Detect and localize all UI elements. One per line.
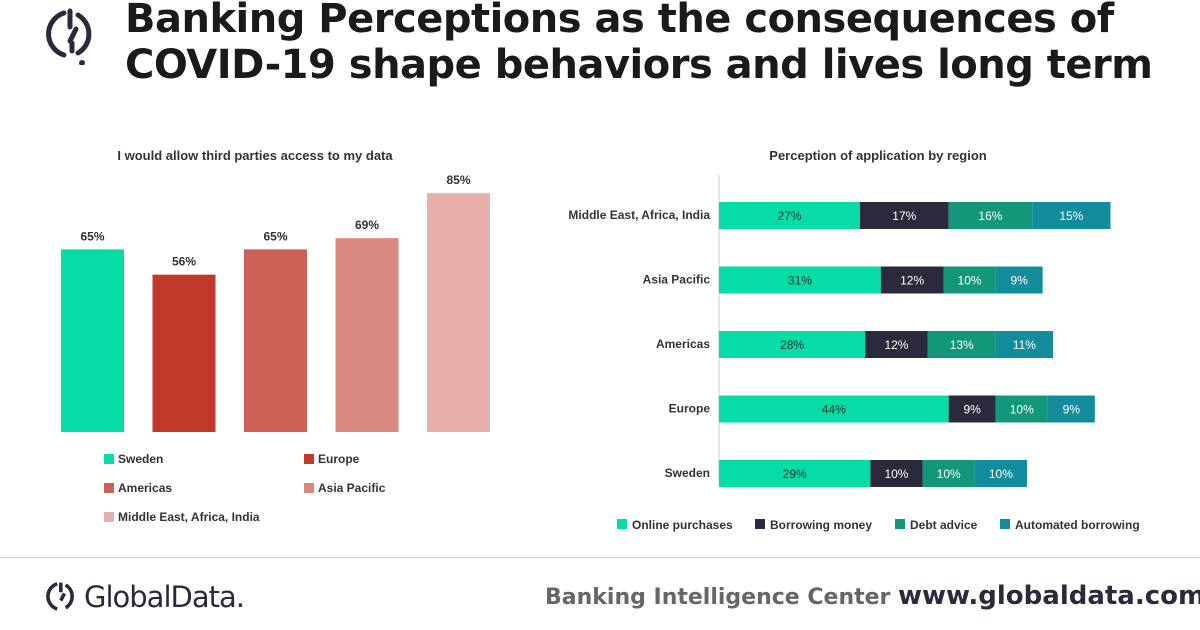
category-label: Sweden bbox=[665, 466, 710, 480]
segment-label: 10% bbox=[989, 467, 1013, 481]
data-label: 65% bbox=[80, 229, 104, 243]
segment-label: 44% bbox=[822, 403, 846, 417]
third-party-access-chart: I would allow third parties access to my… bbox=[61, 148, 490, 524]
segment-automated-borrowing bbox=[974, 460, 1027, 487]
page-title: Banking Perceptions as the consequences … bbox=[125, 0, 1153, 88]
segment-label: 10% bbox=[937, 467, 961, 481]
legend-label: Sweden bbox=[118, 452, 163, 466]
segment-label: 16% bbox=[978, 209, 1002, 223]
segment-label: 10% bbox=[1010, 403, 1034, 417]
footer-brand: GlobalData. bbox=[84, 580, 245, 614]
segment-label: 13% bbox=[950, 338, 974, 352]
title-line-2: COVID-19 shape behaviors and lives long … bbox=[125, 42, 1153, 88]
perception-by-region-chart: Perception of application by region Middl… bbox=[568, 148, 1140, 532]
segment-online-purchases bbox=[719, 266, 881, 294]
footer-divider bbox=[0, 557, 1200, 558]
segment-borrowing-money bbox=[870, 460, 923, 487]
data-label: 56% bbox=[172, 255, 196, 269]
category-label: Americas bbox=[656, 337, 710, 351]
segment-borrowing-money bbox=[948, 395, 996, 423]
category-label: Middle East, Africa, India bbox=[568, 208, 710, 222]
globaldata-logo-icon bbox=[46, 8, 92, 65]
legend-swatch bbox=[755, 519, 765, 529]
segment-label: 27% bbox=[777, 209, 801, 223]
segment-label: 10% bbox=[958, 274, 982, 288]
segment-debt-advice bbox=[943, 266, 996, 294]
chart-title: Perception of application by region bbox=[769, 148, 986, 163]
legend-label: Automated borrowing bbox=[1015, 518, 1140, 532]
legend-swatch bbox=[304, 483, 314, 493]
segment-automated-borrowing bbox=[995, 331, 1054, 358]
segment-borrowing-money bbox=[859, 202, 949, 229]
chart-title: I would allow third parties access to my… bbox=[117, 148, 393, 163]
segment-label: 9% bbox=[1010, 274, 1028, 288]
segment-label: 9% bbox=[963, 403, 981, 417]
globaldata-footer-logo-icon bbox=[46, 582, 74, 611]
bar-americas bbox=[244, 249, 307, 432]
segment-automated-borrowing bbox=[1047, 395, 1095, 423]
bar-middle-east-africa-india bbox=[427, 193, 490, 432]
segment-online-purchases bbox=[719, 331, 866, 358]
segment-label: 17% bbox=[892, 209, 916, 223]
segment-online-purchases bbox=[719, 202, 860, 229]
segment-borrowing-money bbox=[880, 266, 944, 294]
footer-center-label: Banking Intelligence Center bbox=[545, 585, 891, 610]
segment-automated-borrowing bbox=[995, 266, 1043, 294]
segment-label: 28% bbox=[780, 338, 804, 352]
legend-swatch bbox=[617, 519, 627, 529]
legend-label: Europe bbox=[318, 452, 360, 466]
bar-europe bbox=[152, 274, 216, 432]
data-label: 65% bbox=[263, 229, 287, 243]
segment-label: 12% bbox=[900, 274, 924, 288]
segment-online-purchases bbox=[719, 460, 871, 487]
segment-automated-borrowing bbox=[1032, 202, 1111, 229]
segment-debt-advice bbox=[922, 460, 975, 487]
segment-label: 29% bbox=[783, 467, 807, 481]
segment-label: 15% bbox=[1059, 209, 1083, 223]
segment-debt-advice bbox=[948, 202, 1033, 229]
legend-label: Debt advice bbox=[910, 518, 978, 532]
segment-label: 31% bbox=[788, 274, 812, 288]
legend-label: Borrowing money bbox=[770, 518, 872, 532]
legend-label: Online purchases bbox=[632, 518, 733, 532]
segment-label: 12% bbox=[884, 338, 908, 352]
legend-swatch bbox=[304, 454, 314, 464]
legend-label: Middle East, Africa, India bbox=[118, 510, 260, 524]
legend-label: Asia Pacific bbox=[318, 481, 386, 495]
segment-debt-advice bbox=[927, 331, 996, 358]
legend-swatch bbox=[104, 512, 114, 522]
bar-sweden bbox=[61, 249, 124, 432]
data-label: 85% bbox=[446, 173, 470, 187]
segment-borrowing-money bbox=[865, 331, 928, 358]
segment-label: 11% bbox=[1013, 338, 1036, 352]
bar-asia-pacific bbox=[335, 238, 399, 432]
footer-url[interactable]: www.globaldata.com bbox=[898, 581, 1200, 611]
legend-swatch bbox=[895, 519, 905, 529]
segment-online-purchases bbox=[719, 395, 949, 423]
title-line-1: Banking Perceptions as the consequences … bbox=[125, 0, 1114, 42]
category-label: Asia Pacific bbox=[643, 273, 711, 287]
segment-debt-advice bbox=[995, 395, 1048, 423]
legend-swatch bbox=[1000, 519, 1010, 529]
segment-label: 10% bbox=[884, 467, 908, 481]
category-label: Europe bbox=[669, 402, 711, 416]
legend-swatch bbox=[104, 454, 114, 464]
data-label: 69% bbox=[355, 218, 379, 232]
segment-label: 9% bbox=[1063, 403, 1081, 417]
legend-label: Americas bbox=[118, 481, 172, 495]
legend-swatch bbox=[104, 483, 114, 493]
